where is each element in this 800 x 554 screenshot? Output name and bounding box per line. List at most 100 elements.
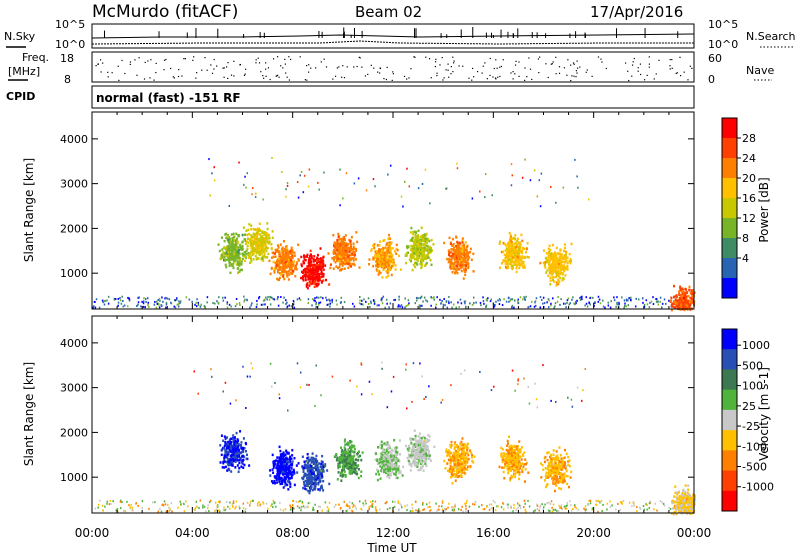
ground-scatter-cell — [494, 509, 497, 512]
freq-dot — [545, 63, 547, 65]
echo-cell — [465, 262, 468, 266]
echo-cell — [347, 242, 350, 246]
freq-dot — [472, 67, 474, 70]
ground-scatter-cell — [269, 303, 272, 306]
echo-cell — [254, 241, 257, 244]
ground-scatter-cell — [534, 304, 537, 307]
echo-cell — [231, 264, 234, 268]
ground-scatter-cell — [177, 506, 179, 509]
echo-cell — [511, 258, 514, 262]
ground-scatter-cell — [196, 505, 198, 508]
echo-cell — [507, 266, 510, 269]
echo-cell — [524, 158, 526, 161]
echo-cell — [295, 464, 298, 467]
ground-scatter-cell — [288, 304, 291, 307]
ground-scatter-cell — [307, 302, 310, 305]
ground-scatter-cell — [642, 504, 645, 507]
ground-scatter-cell — [585, 302, 588, 305]
freq-dot — [276, 56, 279, 58]
freq-dot — [364, 75, 367, 77]
echo-cell — [335, 259, 338, 262]
echo-cell — [452, 237, 455, 241]
echo-cell — [245, 240, 248, 243]
echo-cell — [284, 262, 287, 265]
ground-scatter-cell — [406, 509, 408, 512]
echo-cell — [268, 234, 271, 237]
echo-cell — [547, 266, 550, 270]
ground-scatter-cell — [165, 296, 167, 299]
freq-dot — [383, 77, 385, 80]
echo-cell — [318, 272, 321, 276]
ground-scatter-cell — [497, 299, 499, 302]
ground-scatter-cell — [534, 509, 536, 512]
echo-cell — [507, 247, 510, 250]
ground-scatter-cell — [510, 298, 512, 301]
freq-dot — [410, 68, 412, 70]
echo-cell — [346, 253, 349, 257]
ground-scatter-cell — [185, 296, 188, 299]
echo-cell — [316, 278, 319, 281]
ground-scatter-cell — [94, 300, 96, 303]
echo-cell — [368, 258, 371, 261]
ground-scatter-cell — [460, 302, 463, 305]
echo-cell — [278, 268, 281, 271]
ground-scatter-cell — [243, 300, 245, 303]
echo-cell — [510, 240, 513, 244]
echo-cell — [289, 259, 292, 262]
echo-cell — [673, 302, 676, 306]
echo-cell — [415, 240, 418, 243]
ground-scatter-cell — [516, 502, 519, 505]
ground-scatter-cell — [226, 500, 228, 503]
freq-dot — [392, 73, 395, 75]
echo-cell — [336, 240, 339, 244]
ground-scatter-cell — [627, 304, 630, 307]
freq-dot — [643, 79, 646, 81]
ground-scatter-cell — [199, 499, 202, 502]
echo-cell — [281, 452, 284, 456]
echo-cell — [291, 254, 294, 257]
freq-dot — [129, 61, 132, 63]
echo-cell — [430, 246, 433, 250]
echo-cell — [332, 249, 335, 252]
echo-cell — [378, 256, 381, 259]
freq-dot — [655, 73, 657, 75]
ground-scatter-cell — [255, 305, 258, 308]
ground-scatter-cell — [160, 303, 162, 306]
ground-scatter-cell — [374, 507, 377, 510]
echo-cell — [277, 269, 280, 273]
ground-scatter-cell — [128, 298, 131, 301]
echo-cell — [417, 249, 420, 252]
echo-cell — [308, 489, 311, 493]
ground-scatter-cell — [269, 295, 271, 298]
ground-scatter-cell — [602, 503, 604, 506]
echo-cell — [455, 252, 458, 255]
echo-cell — [283, 475, 286, 479]
echo-cell — [300, 170, 303, 173]
echo-cell — [516, 239, 519, 243]
ground-scatter-cell — [441, 500, 444, 503]
ground-scatter-cell — [461, 505, 463, 508]
ground-scatter-cell — [179, 301, 181, 304]
echo-cell — [685, 303, 688, 307]
ground-scatter-cell — [166, 297, 169, 300]
ground-scatter-cell — [519, 504, 522, 507]
ground-scatter-cell — [423, 508, 425, 511]
echo-cell — [282, 472, 285, 476]
echo-cell — [411, 268, 414, 272]
ground-scatter-cell — [243, 295, 245, 298]
ground-scatter-cell — [564, 507, 567, 510]
ground-scatter-cell — [137, 296, 139, 299]
ground-scatter-cell — [411, 507, 414, 510]
echo-cell — [691, 295, 694, 298]
echo-cell — [321, 272, 324, 275]
echo-cell — [420, 226, 423, 230]
echo-cell — [280, 273, 283, 277]
ground-scatter-cell — [447, 300, 450, 303]
ground-scatter-cell — [291, 508, 293, 511]
ground-scatter-cell — [106, 299, 108, 302]
echo-cell — [284, 465, 287, 468]
echo-cell — [350, 235, 353, 239]
ground-scatter-cell — [141, 506, 143, 509]
echo-cell — [238, 458, 241, 462]
